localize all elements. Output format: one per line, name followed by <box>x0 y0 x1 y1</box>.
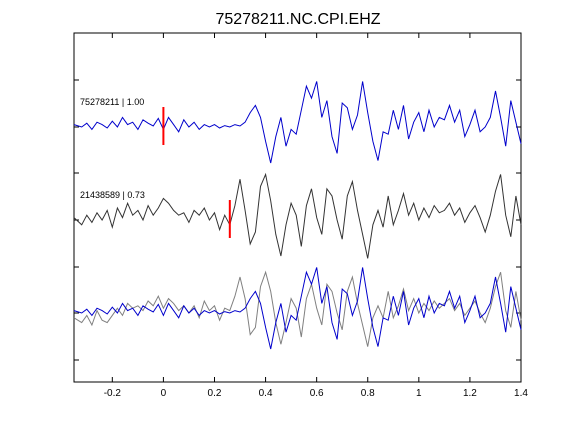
x-tick-label: 0.4 <box>259 388 273 399</box>
x-tick-label: -0.2 <box>104 388 122 399</box>
chart-title: 75278211.NC.CPI.EHZ <box>215 11 380 28</box>
trace-label: 75278211 | 1.00 <box>80 97 144 107</box>
trace-label: 21438589 | 0.73 <box>80 190 145 200</box>
x-tick-label: 1.2 <box>463 388 477 399</box>
trace-correlated <box>73 172 522 259</box>
trace-labels: 75278211 | 1.00 21438589 | 0.73 <box>80 97 145 200</box>
x-tick-label: 1.4 <box>514 388 528 399</box>
trace-overlay-gray <box>73 270 522 347</box>
pick-markers <box>162 107 231 238</box>
trace-master <box>73 81 522 164</box>
x-axis: -0.2 0 0.2 0.4 0.6 0.8 1 1.2 1.4 <box>104 33 528 399</box>
x-tick-label: 0 <box>161 388 167 399</box>
x-tick-label: 1 <box>416 388 422 399</box>
x-tick-label: 0.6 <box>310 388 324 399</box>
trace-overlay-blue <box>73 267 522 350</box>
y-axis-ticks <box>74 79 521 361</box>
trace-group <box>73 81 522 350</box>
axes-frame <box>73 32 522 383</box>
x-tick-label: 0.8 <box>361 388 375 399</box>
x-tick-label: 0.2 <box>208 388 222 399</box>
